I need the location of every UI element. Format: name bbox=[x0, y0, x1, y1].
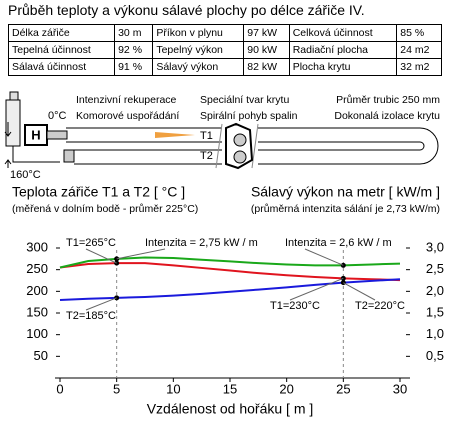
annotation: T1=230°C bbox=[270, 300, 320, 312]
table-row: Sálavá účinnost 91 % Sálavý výkon 82 kW Ploc… bbox=[7, 58, 442, 76]
y2-tick-label: 0,5 bbox=[426, 348, 444, 363]
y-tick-label: 250 bbox=[26, 261, 48, 276]
x-tick-label: 5 bbox=[113, 381, 120, 396]
table-cell: 32 m2 bbox=[396, 58, 442, 76]
annotation-leader bbox=[85, 248, 117, 264]
burner-label: H bbox=[31, 127, 40, 142]
table-cell: 85 % bbox=[396, 24, 442, 42]
annotation-leader bbox=[304, 248, 344, 266]
y2-tick-label: 1,0 bbox=[426, 326, 444, 341]
annotation: Intenzita = 2,75 kW / m bbox=[145, 237, 258, 249]
annotation: Intenzita = 2,6 kW / m bbox=[285, 237, 392, 249]
y-tick-label: 300 bbox=[26, 239, 48, 254]
t1-label: T1 bbox=[200, 130, 213, 142]
feature: Komorové uspořádání bbox=[76, 110, 179, 122]
y2-tick-label: 3,0 bbox=[426, 239, 444, 254]
feature: Průměr trubic 250 mm bbox=[336, 94, 440, 106]
cold-label: 0°C bbox=[48, 110, 67, 122]
table-cell: 91 % bbox=[114, 58, 154, 76]
y2-axis-subtitle: (průměrná intenzita sálání je 2,73 kW/m) bbox=[251, 203, 440, 215]
y2-tick-label: 1,5 bbox=[426, 304, 444, 319]
y-axis-subtitle: (měřená v dolním bodě - průměr 225°C) bbox=[12, 203, 198, 215]
table-row: Délka zářiče 30 m Příkon v plynu 97 kW Celko… bbox=[7, 24, 442, 42]
annotation-leader bbox=[289, 277, 344, 301]
annotation-leader bbox=[85, 297, 117, 311]
heater-diagram bbox=[4, 91, 439, 170]
table-cell: Sálavý výkon bbox=[152, 58, 245, 76]
feature: Dokonalá izolace krytu bbox=[334, 110, 440, 122]
table-cell: 92 % bbox=[114, 41, 154, 59]
annotation: T2=185°C bbox=[66, 310, 116, 322]
table-cell: Tepelný výkon bbox=[152, 41, 245, 59]
x-tick-label: 20 bbox=[279, 381, 293, 396]
feature: Speciální tvar krytu bbox=[200, 94, 289, 106]
feature: Spirální pohyb spalin bbox=[200, 110, 298, 122]
annotation: T2=220°C bbox=[355, 300, 405, 312]
y-axis-title: Teplota zářiče T1 a T2 [ °C ] bbox=[12, 184, 185, 200]
x-tick-label: 15 bbox=[223, 381, 237, 396]
table-cell: Plocha krytu bbox=[288, 58, 398, 76]
table-cell: 82 kW bbox=[243, 58, 290, 76]
y-tick-label: 200 bbox=[26, 283, 48, 298]
series-line bbox=[59, 278, 401, 301]
y-tick-label: 50 bbox=[34, 348, 48, 363]
table-cell: 90 kW bbox=[243, 41, 290, 59]
x-tick-label: 25 bbox=[336, 381, 350, 396]
annotation: T1=265°C bbox=[66, 237, 116, 249]
y2-tick-label: 2,5 bbox=[426, 261, 444, 276]
y2-axis-title: Sálavý výkon na metr [ kW/m ] bbox=[251, 184, 440, 200]
feature: Intenzivní rekuperace bbox=[76, 94, 177, 106]
hot-label: 160°C bbox=[10, 169, 41, 181]
t2-label: T2 bbox=[200, 150, 213, 162]
page-title: Průběh teploty a výkonu sálavé plochy po… bbox=[8, 2, 365, 18]
x-tick-label: 10 bbox=[166, 381, 180, 396]
y2-tick-label: 2,0 bbox=[426, 283, 444, 298]
table-cell: Sálavá účinnost bbox=[7, 58, 116, 76]
table-cell: 30 m bbox=[114, 24, 154, 42]
y-tick-label: 150 bbox=[26, 304, 48, 319]
annotation-leader bbox=[343, 282, 376, 301]
x-axis-title: Vzdálenost od hořáku [ m ] bbox=[147, 401, 314, 417]
x-tick-label: 30 bbox=[393, 381, 407, 396]
annotation-leader bbox=[116, 248, 166, 260]
x-tick-label: 0 bbox=[56, 381, 63, 396]
spec-table: Délka zářiče 30 m Příkon v plynu 97 kW Celko… bbox=[7, 24, 442, 76]
table-cell: Příkon v plynu bbox=[152, 24, 245, 42]
y-tick-label: 100 bbox=[26, 326, 48, 341]
